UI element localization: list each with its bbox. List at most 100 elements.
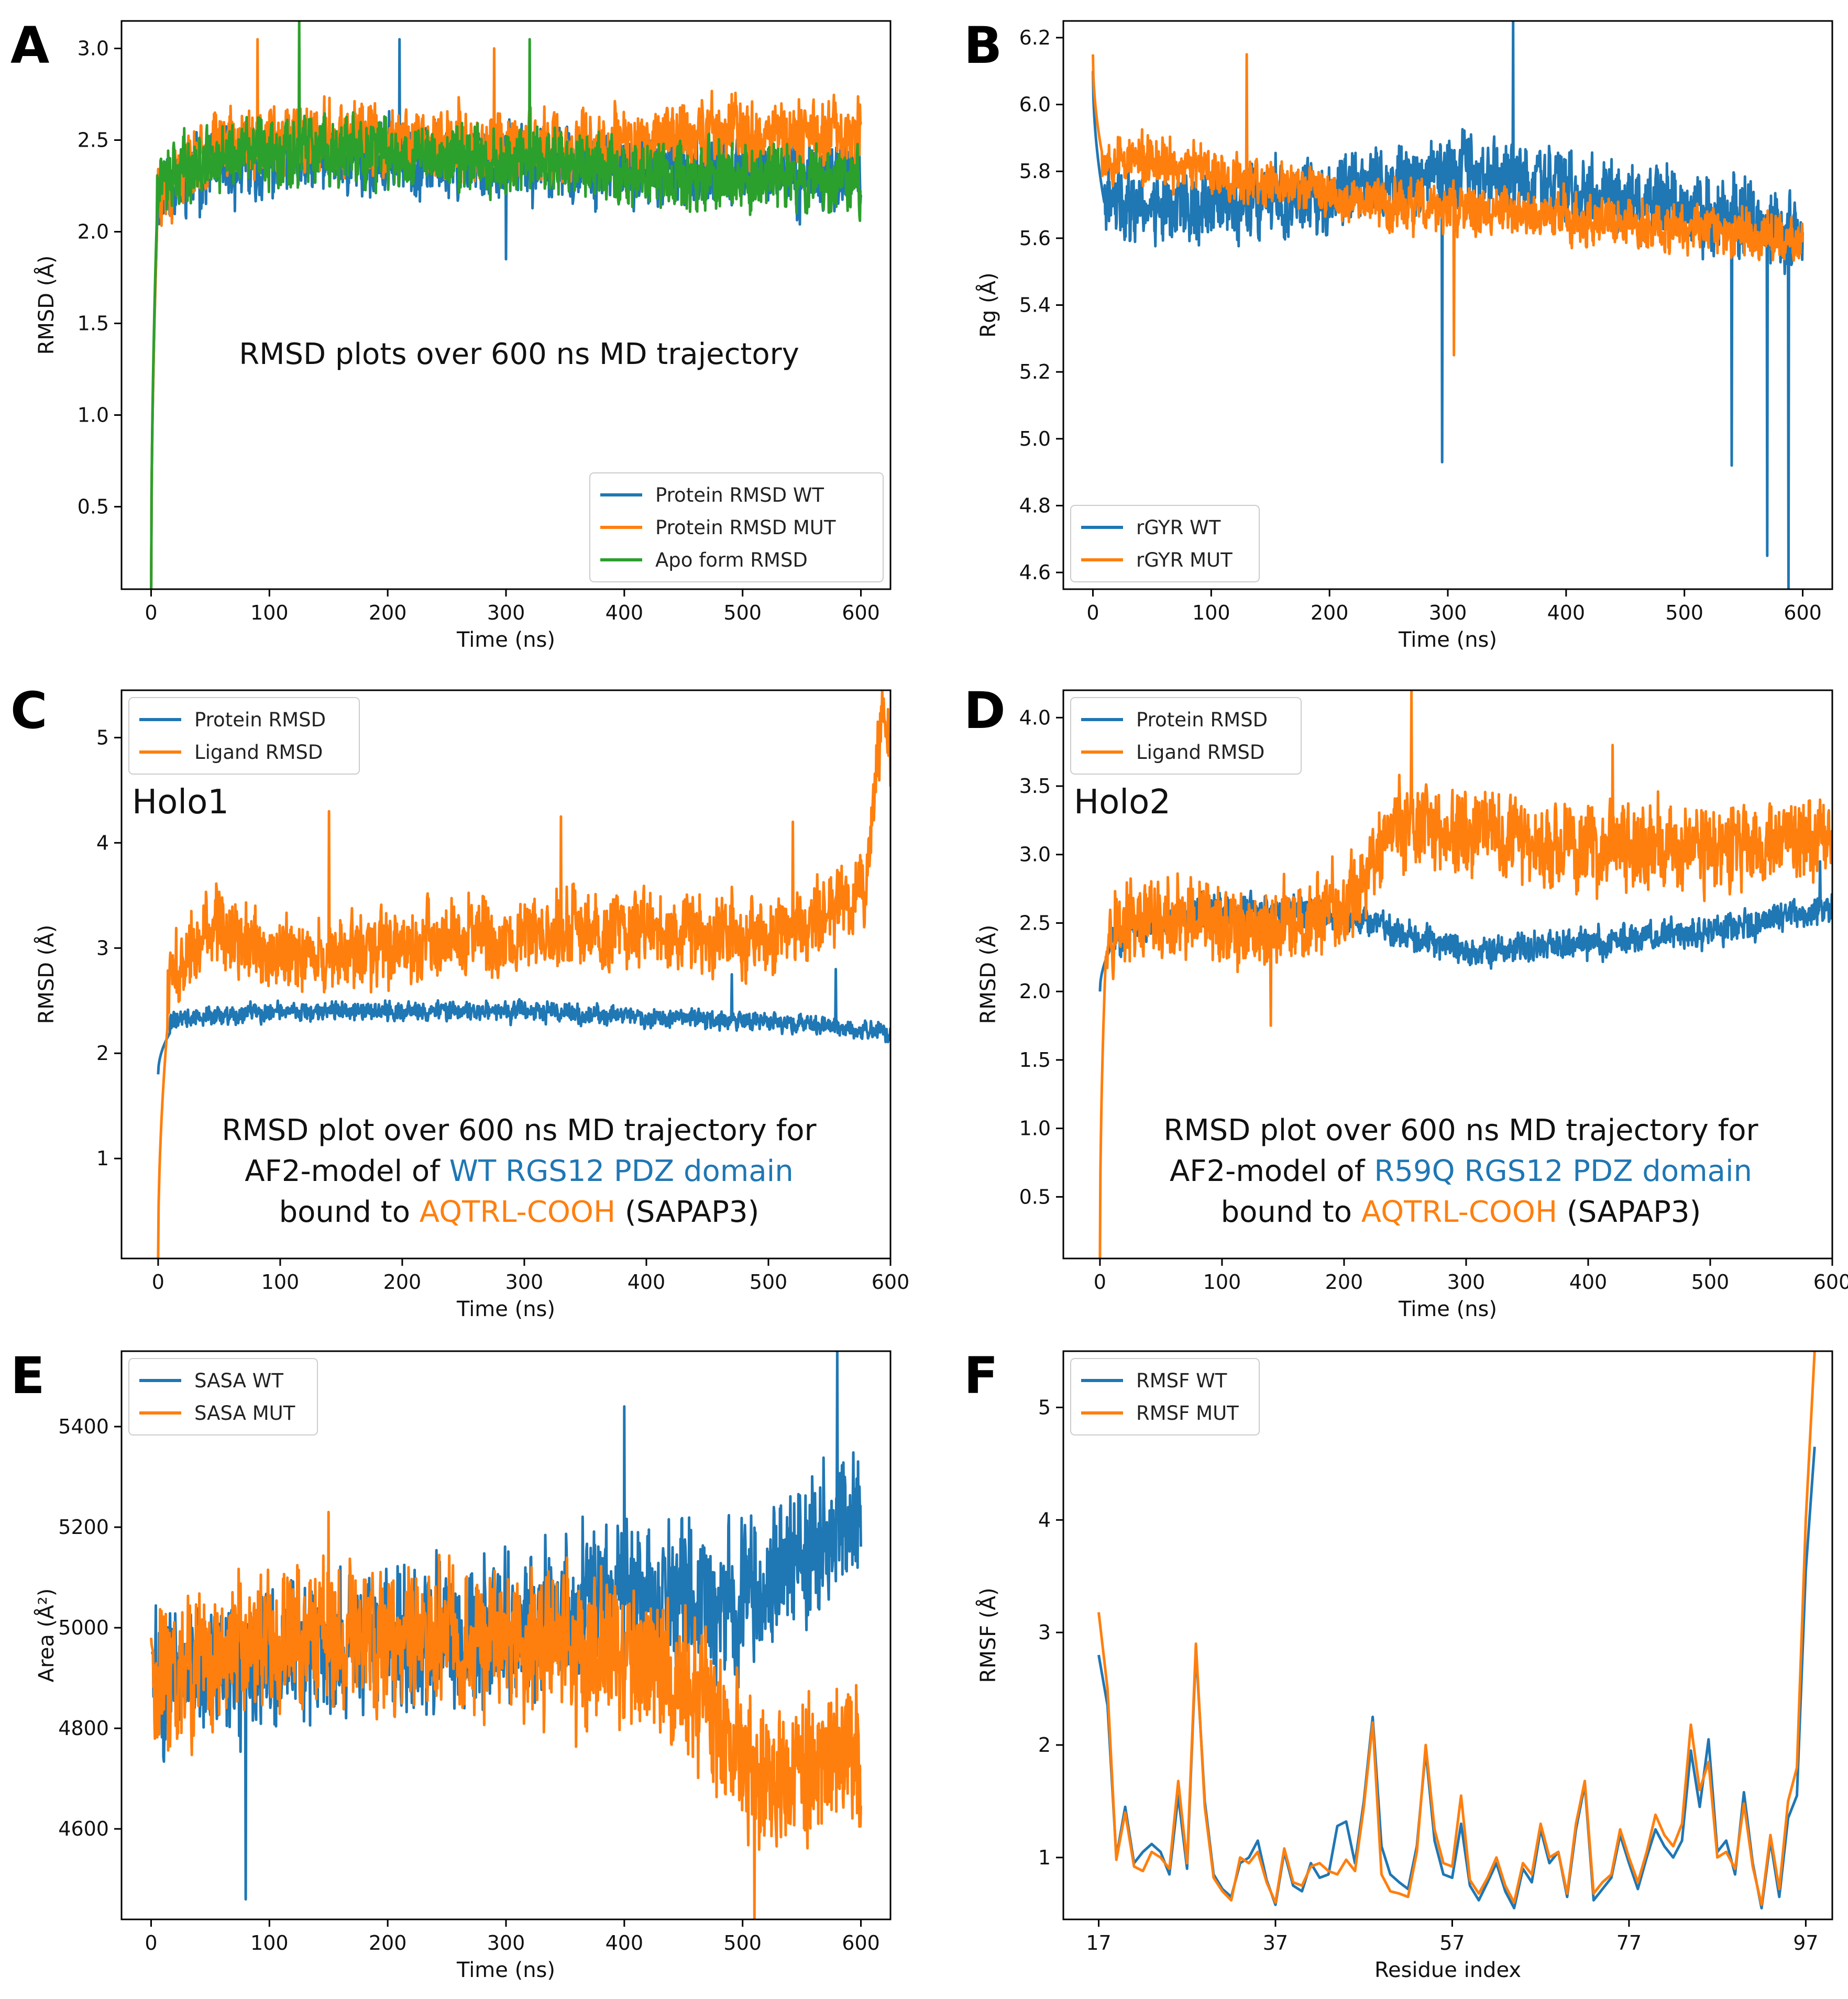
panel-d-annotation-segment: AF2-model of: [1170, 1154, 1374, 1188]
panel-c-annotation-segment: AF2-model of: [245, 1154, 449, 1188]
panel-b-axes-frame: [1062, 20, 1833, 590]
panel-d-y-tick-label: 4.0: [1019, 706, 1051, 729]
panel-f-x-tick-label: 57: [1439, 1931, 1465, 1954]
panel-f-rmsf: F 17 37 57 77 97 1 2 3 4 5 Residue index RMSF (Å) RMS…: [964, 1346, 1833, 1982]
panel-a-annotation-line: RMSD plots over 600 ns MD trajectory: [239, 337, 799, 371]
panel-d-y-tick-label: 1.5: [1019, 1048, 1051, 1072]
panel-a-legend-label: Protein RMSD WT: [655, 484, 824, 506]
panel-d-y-axis-label: RMSD (Å): [975, 925, 1000, 1024]
panel-c-x-axis-label: Time (ns): [456, 1297, 555, 1321]
panel-a-x-axis-label: Time (ns): [456, 628, 555, 652]
panel-b-x-tick-label: 100: [1192, 601, 1230, 624]
panel-e-x-tick-label: 600: [842, 1931, 880, 1954]
panel-c-plot-area: [157, 690, 890, 1258]
panel-a-x-tick-label: 600: [842, 601, 880, 624]
panel-c-annotation-segment: AQTRL-COOH: [420, 1195, 615, 1229]
panel-e-x-tick-label: 200: [369, 1931, 407, 1954]
panel-d-x-tick-label: 400: [1569, 1271, 1608, 1294]
panel-d-x-axis-label: Time (ns): [1398, 1297, 1497, 1321]
panel-d-x-tick-label: 0: [1094, 1271, 1106, 1294]
panel-e-x-tick-label: 100: [250, 1931, 289, 1954]
panel-a-x-tick-label: 200: [369, 601, 407, 624]
panel-a-x-tick-label: 500: [723, 601, 762, 624]
panel-c-annotation-segment: bound to: [279, 1195, 420, 1229]
panel-b-legend-box: [1070, 505, 1260, 582]
panel-c-y-tick-label: 1: [96, 1147, 109, 1170]
panel-c-series-line: [157, 690, 890, 1258]
panel-d-y-tick-label: 2.0: [1019, 980, 1051, 1003]
panel-f-y-tick-label: 4: [1038, 1508, 1051, 1531]
panel-a-y-tick-label: 1.5: [78, 312, 109, 335]
panel-a-y-tick-label: 2.0: [78, 220, 109, 244]
panel-a-legend: Protein RMSD WT Protein RMSD MUT Apo form …: [589, 472, 884, 582]
panel-a-y-tick-label: 3.0: [78, 37, 109, 60]
panel-e-legend: SASA WT SASA MUT: [128, 1358, 318, 1435]
panel-f-series-line: [1097, 1446, 1816, 1909]
panel-b-radius-of-gyration: B 0 100 200 300 400 500 600 4.6 4.8 5.0 5.2 5.4 5.6 5.…: [964, 16, 1833, 652]
panel-f-legend: RMSF WT RMSF MUT: [1070, 1358, 1260, 1435]
panel-c-y-tick-label: 3: [96, 936, 109, 959]
panel-e-y-tick-label: 5400: [58, 1415, 109, 1438]
panel-c-x-tick-label: 400: [628, 1271, 666, 1294]
panel-d-x-tick-label: 100: [1203, 1271, 1241, 1294]
panel-b-y-tick-label: 5.0: [1019, 427, 1051, 450]
panel-b-legend: rGYR WT rGYR MUT: [1070, 505, 1260, 582]
panel-b-y-tick-label: 6.0: [1019, 93, 1051, 116]
panel-c-annotation-segment: (SAPAP3): [615, 1195, 759, 1229]
panel-c-annotation-segment: RMSD plot over 600 ns MD trajectory for: [222, 1113, 817, 1147]
panel-f-plot-area: [1097, 1351, 1816, 1909]
panel-d-annotation-segment: (SAPAP3): [1557, 1195, 1701, 1229]
panel-b-series-line: [1092, 53, 1804, 357]
panel-e-legend-label: SASA MUT: [194, 1402, 295, 1424]
panel-d-y-tick-label: 1.0: [1019, 1117, 1051, 1140]
panel-e-letter: E: [10, 1346, 45, 1405]
panel-c-legend-label: Protein RMSD: [194, 709, 326, 731]
panel-f-letter: F: [964, 1346, 998, 1405]
panel-d-legend-label: Protein RMSD: [1136, 709, 1268, 731]
panel-d-y-tick-label: 2.5: [1019, 911, 1051, 934]
panel-c-x-tick-label: 200: [383, 1271, 422, 1294]
panel-f-legend-label: RMSF MUT: [1136, 1402, 1239, 1424]
panel-c-x-tick-label: 600: [872, 1271, 910, 1294]
panel-a-plot-area: [150, 21, 862, 589]
panel-e-x-tick-label: 300: [487, 1931, 525, 1954]
panel-c-legend-label: Ligand RMSD: [194, 741, 323, 764]
panel-e-y-tick-label: 5200: [58, 1516, 109, 1539]
panel-f-axes-frame: [1062, 1350, 1833, 1920]
panel-c-annotation-line: RMSD plot over 600 ns MD trajectory for: [222, 1113, 817, 1147]
panel-d-holo-label: Holo2: [1074, 783, 1171, 822]
panel-e-x-tick-label: 400: [606, 1931, 644, 1954]
panel-e-plot-area: [150, 1351, 862, 1919]
panel-a-legend-box: [589, 472, 884, 582]
panel-c-x-tick-label: 500: [750, 1271, 788, 1294]
panel-c-y-tick-label: 2: [96, 1042, 109, 1065]
panel-e-x-tick-label: 500: [723, 1931, 762, 1954]
panel-f-x-tick-label: 17: [1086, 1931, 1111, 1954]
panel-f-y-tick-label: 2: [1038, 1733, 1051, 1757]
panel-b-plot-area: [1092, 21, 1804, 589]
panel-c-annotation-line: bound to AQTRL-COOH (SAPAP3): [279, 1195, 760, 1229]
panel-d-annotation-line: AF2-model of R59Q RGS12 PDZ domain: [1170, 1154, 1752, 1188]
panel-d-legend-label: Ligand RMSD: [1136, 741, 1264, 764]
panel-c-holo1-rmsd: C 0 100 200 300 400 500 600 1 2 3 4 5 Time (ns) RMSD (…: [10, 681, 909, 1321]
panel-c-axes-frame: [120, 689, 892, 1260]
panel-f-x-tick-label: 97: [1793, 1931, 1818, 1954]
panel-d-axes-frame: [1062, 689, 1833, 1260]
panel-d-annotation-segment: AQTRL-COOH: [1361, 1195, 1557, 1229]
panel-b-y-tick-label: 4.8: [1019, 494, 1051, 517]
panel-c-legend: Protein RMSD Ligand RMSD: [128, 697, 360, 775]
panel-a-y-axis-label: RMSD (Å): [34, 256, 59, 355]
panel-a-x-tick-label: 300: [487, 601, 525, 624]
panel-d-legend: Protein RMSD Ligand RMSD: [1070, 697, 1302, 775]
panel-c-x-tick-label: 300: [505, 1271, 544, 1294]
panel-c-legend-box: [128, 697, 360, 775]
panel-b-x-tick-label: 200: [1311, 601, 1349, 624]
panel-d-x-tick-label: 300: [1447, 1271, 1486, 1294]
panel-f-series-line: [1097, 1351, 1816, 1906]
panel-d-x-tick-label: 500: [1691, 1271, 1730, 1294]
panel-d-legend-box: [1070, 697, 1302, 775]
panel-d-letter: D: [964, 681, 1006, 740]
panel-b-y-tick-label: 5.4: [1019, 294, 1051, 317]
panel-c-x-tick-label: 100: [261, 1271, 300, 1294]
